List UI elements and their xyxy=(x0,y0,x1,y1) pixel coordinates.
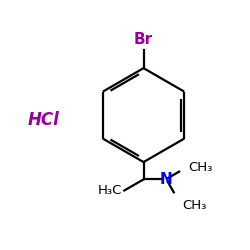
Text: Br: Br xyxy=(134,32,153,47)
Text: CH₃: CH₃ xyxy=(188,161,212,174)
Text: N: N xyxy=(160,172,172,187)
Text: CH₃: CH₃ xyxy=(182,199,207,212)
Text: H₃C: H₃C xyxy=(98,184,122,197)
Text: HCl: HCl xyxy=(28,111,59,129)
